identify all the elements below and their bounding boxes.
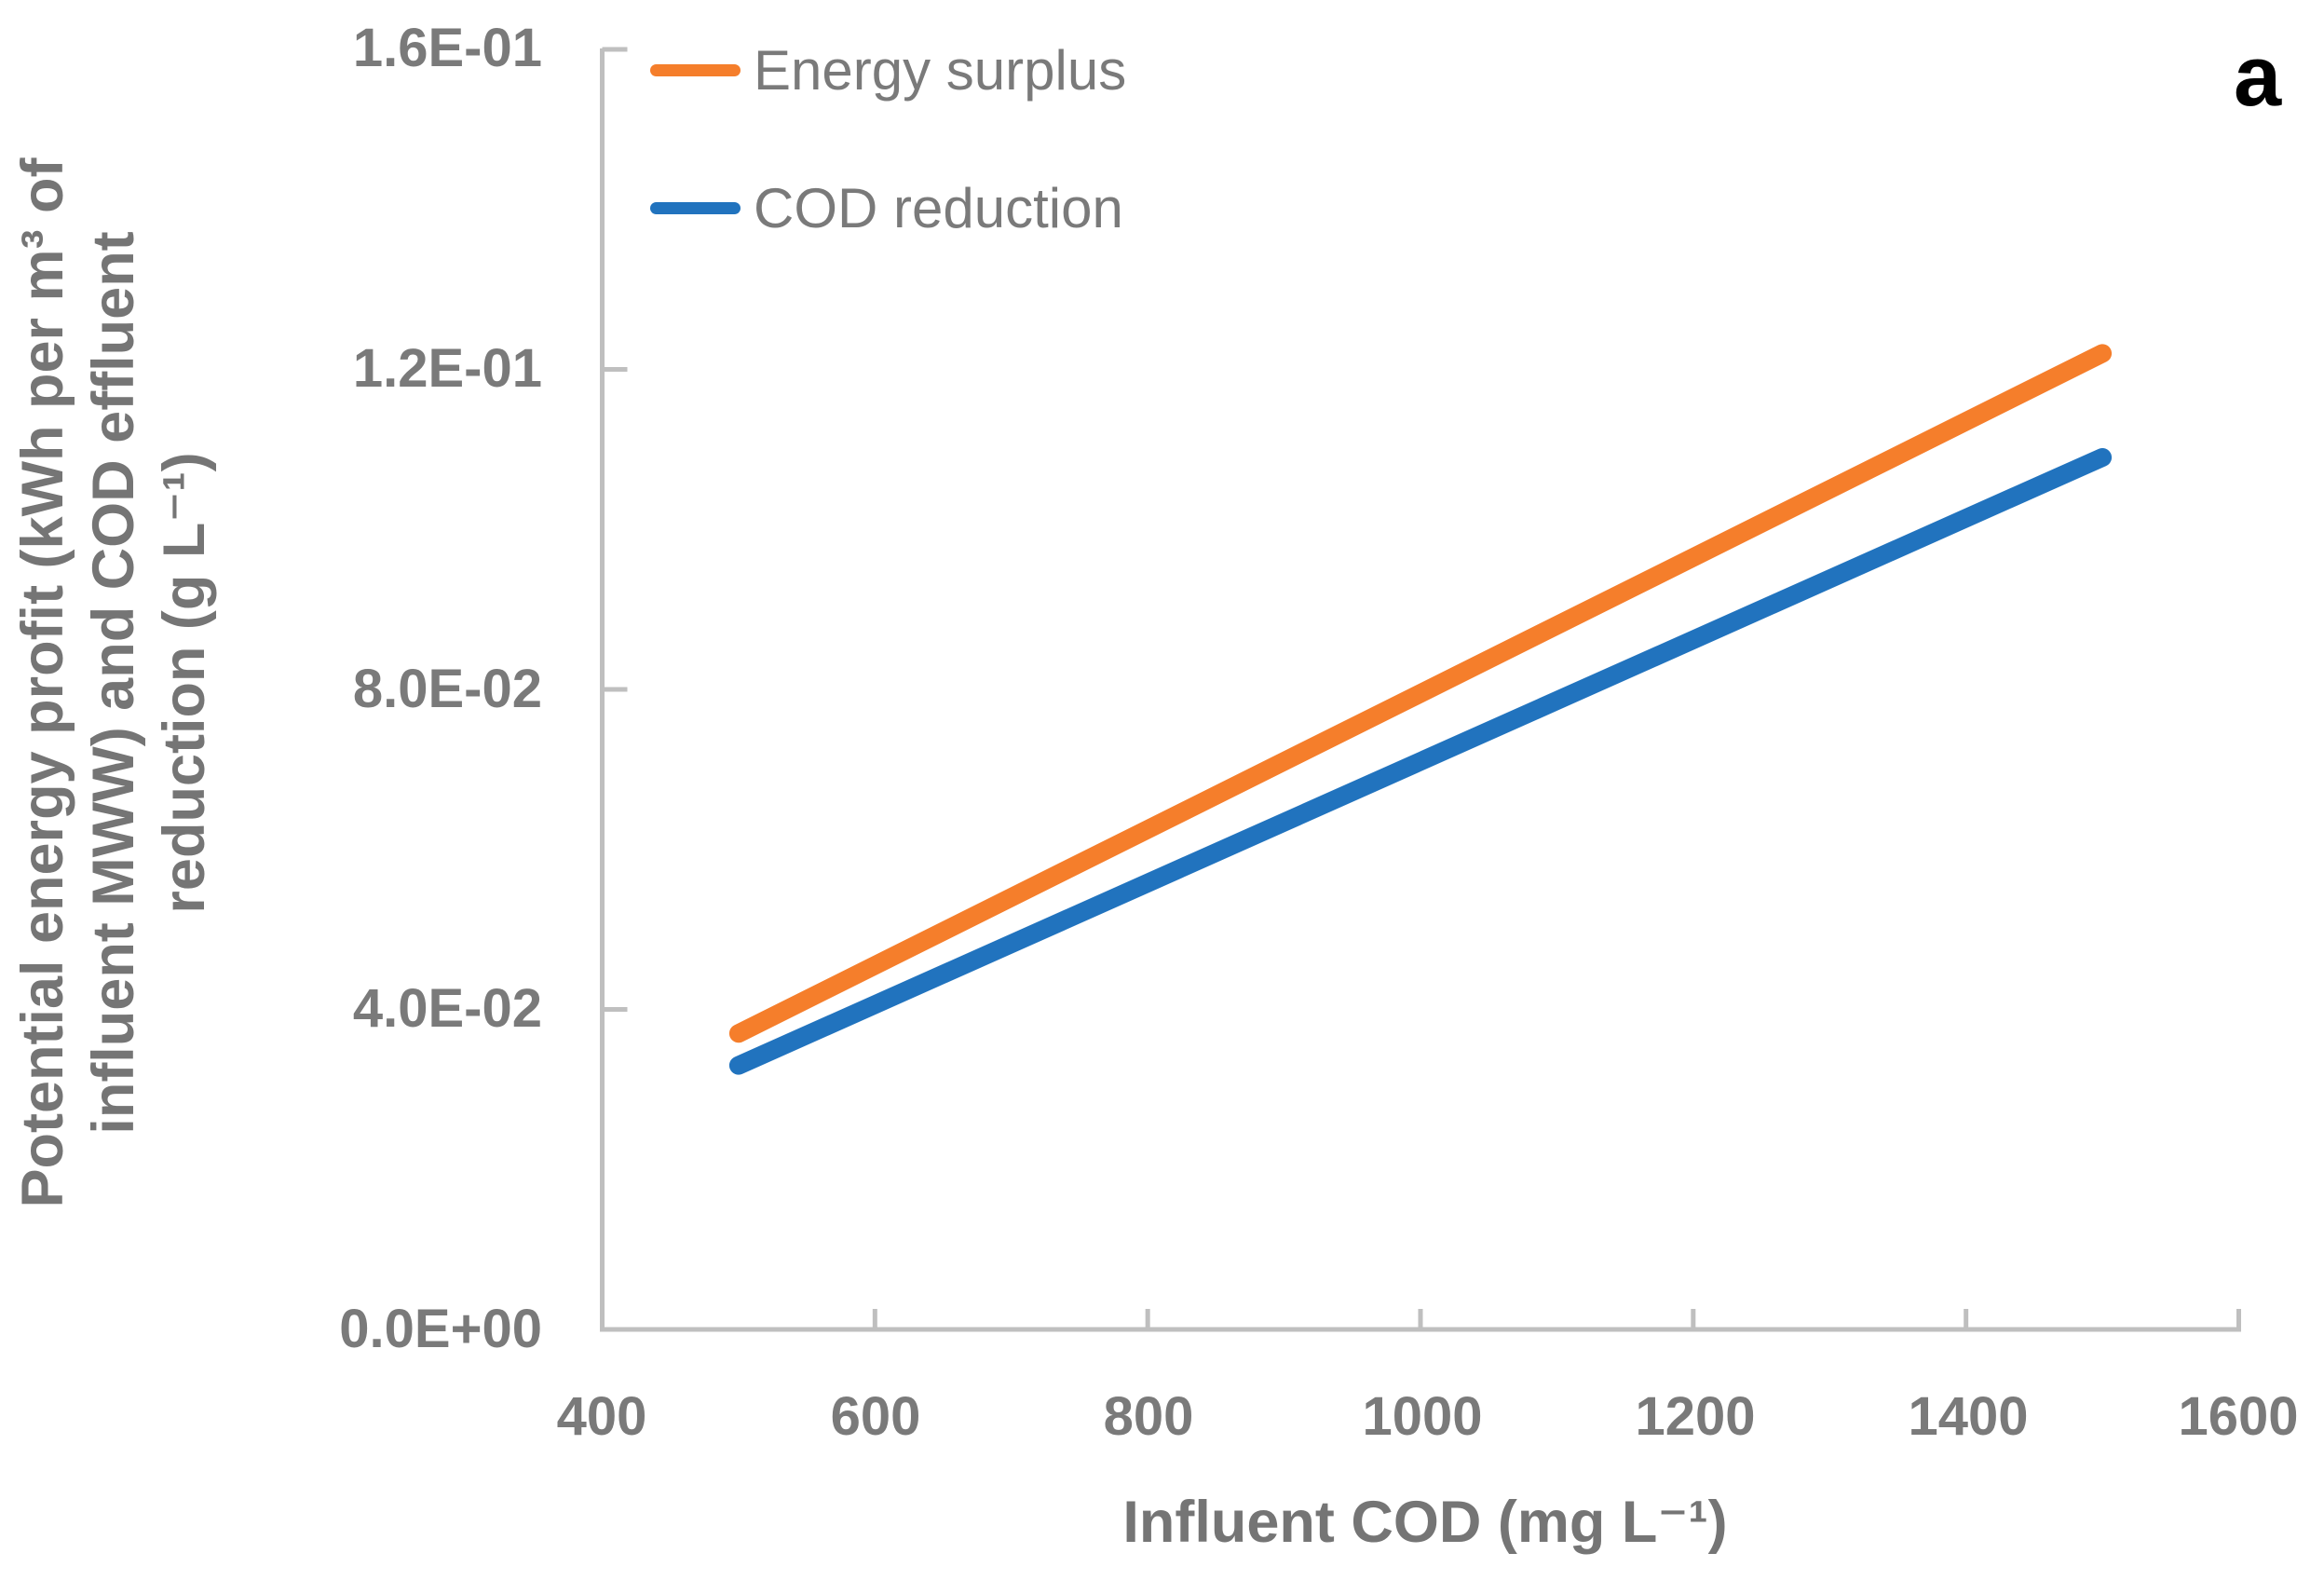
y-axis-title-line: Potential energy profit (kWh per m³ of — [10, 157, 75, 1208]
y-axis-title: Potential energy profit (kWh per m³ of i… — [7, 21, 220, 1344]
y-tick-label: 1.2E-01 — [352, 338, 542, 399]
x-tick-label: 400 — [556, 1386, 647, 1447]
x-tick-label: 1200 — [1635, 1386, 1756, 1447]
legend-label-cod-reduction: COD reduction — [754, 176, 1123, 239]
legend-item-cod-reduction: COD reduction — [650, 166, 1123, 250]
legend-label-energy-surplus: Energy surplus — [754, 38, 1127, 102]
y-axis-title-line: influent MWW) and COD effluent — [81, 231, 146, 1135]
y-tick-label: 1.6E-01 — [352, 18, 542, 78]
y-tick-label: 0.0E+00 — [339, 1299, 542, 1359]
panel-label: a — [2234, 29, 2282, 124]
series-line-cod-reduction — [728, 447, 2113, 1075]
x-tick-label: 600 — [830, 1386, 921, 1447]
y-tick-label: 4.0E-02 — [352, 978, 542, 1039]
x-tick-label: 800 — [1103, 1386, 1194, 1447]
x-axis-title: Influent COD (mg L⁻¹) — [1122, 1490, 1728, 1555]
y-tick-label: 8.0E-02 — [352, 659, 542, 719]
legend-item-energy-surplus: Energy surplus — [650, 28, 1126, 112]
legend-swatch-energy-surplus — [650, 63, 741, 76]
x-tick-label: 1400 — [1908, 1386, 2029, 1447]
x-tick-label: 1000 — [1362, 1386, 1483, 1447]
x-tick-label: 1600 — [2178, 1386, 2299, 1447]
legend-swatch-cod-reduction — [650, 201, 741, 214]
y-axis-title-line: reduction (g L⁻¹) — [152, 452, 217, 914]
series-line-energy-surplus — [728, 344, 2113, 1043]
